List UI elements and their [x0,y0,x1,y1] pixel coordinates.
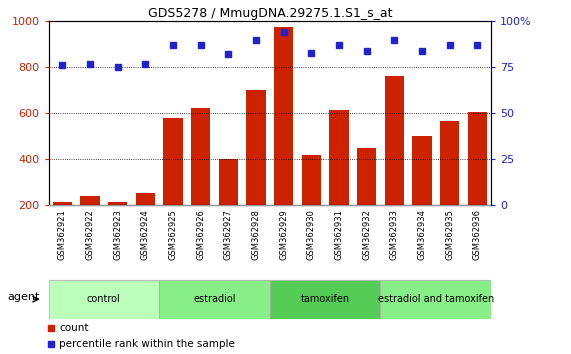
Bar [468,112,487,205]
Bar [81,196,100,205]
Text: GSM362931: GSM362931 [335,209,343,260]
Text: GSM362930: GSM362930 [307,209,316,260]
Bar [274,27,293,205]
Text: GSM362933: GSM362933 [390,209,399,260]
Text: GSM362926: GSM362926 [196,209,205,260]
Bar [49,280,159,319]
Text: GSM362929: GSM362929 [279,209,288,260]
Text: GSM362924: GSM362924 [141,209,150,260]
Text: GSM362932: GSM362932 [362,209,371,260]
Text: GSM362928: GSM362928 [251,209,260,260]
Text: estradiol and tamoxifen: estradiol and tamoxifen [377,294,494,304]
Text: GSM362925: GSM362925 [168,209,178,260]
Text: control: control [87,294,120,304]
Bar [301,155,321,205]
Bar [163,118,183,205]
Text: GSM362927: GSM362927 [224,209,233,260]
Bar [108,202,127,205]
Text: count: count [59,323,89,333]
Text: estradiol: estradiol [193,294,236,304]
Bar [136,193,155,205]
Bar [412,136,432,205]
Text: agent: agent [7,292,39,302]
Bar [357,148,376,205]
Bar [380,280,491,319]
Text: GSM362934: GSM362934 [417,209,427,260]
Text: percentile rank within the sample: percentile rank within the sample [59,339,235,349]
Bar [159,280,270,319]
Bar [246,90,266,205]
Bar [440,121,459,205]
Text: tamoxifen: tamoxifen [300,294,349,304]
Bar [270,280,380,319]
Bar [219,159,238,205]
Bar [191,108,210,205]
Text: GSM362921: GSM362921 [58,209,67,260]
Bar [329,110,349,205]
Bar [53,202,72,205]
Text: GSM362923: GSM362923 [113,209,122,260]
Text: GSM362935: GSM362935 [445,209,454,260]
Text: GSM362922: GSM362922 [86,209,95,260]
Text: GSM362936: GSM362936 [473,209,482,260]
Title: GDS5278 / MmugDNA.29275.1.S1_s_at: GDS5278 / MmugDNA.29275.1.S1_s_at [147,7,392,20]
Bar [385,76,404,205]
